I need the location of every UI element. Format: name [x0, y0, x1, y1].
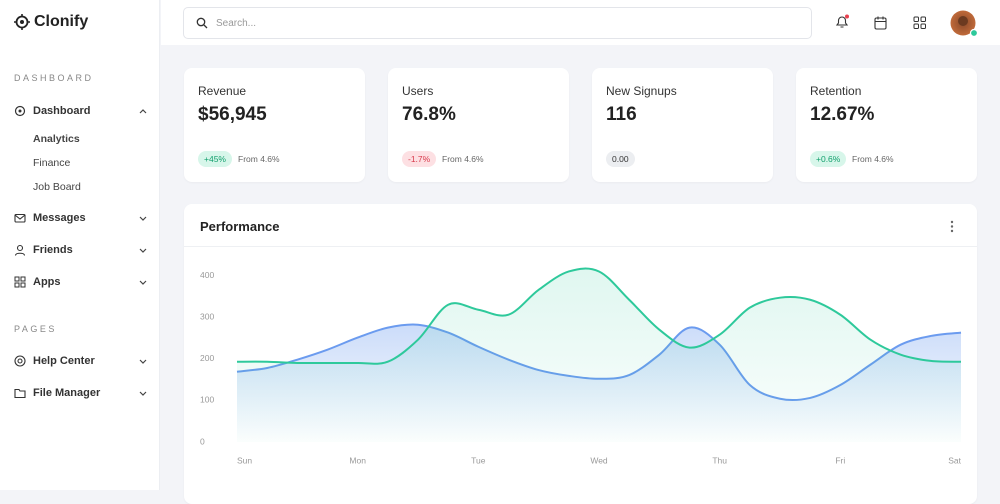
stat-card: Users 76.8% -1.7% From 4.6%: [388, 68, 569, 182]
x-tick-label: Wed: [590, 455, 608, 465]
divider: [184, 246, 977, 247]
nav-label: Dashboard: [33, 105, 91, 117]
stat-value: $56,945: [198, 104, 267, 125]
nav-label: Friends: [33, 244, 73, 256]
nav-item[interactable]: Friends: [14, 244, 148, 256]
nav-label: Apps: [33, 276, 61, 288]
stat-label: Revenue: [198, 84, 247, 98]
nav-label: File Manager: [33, 387, 101, 399]
chevron: [139, 280, 147, 285]
x-tick-label: Thu: [712, 455, 727, 465]
nav-subitem[interactable]: Job Board: [33, 181, 81, 193]
icon: [14, 388, 26, 399]
y-tick-label: 200: [200, 353, 214, 363]
chart-title: Performance: [200, 219, 280, 234]
sidebar: Clonify DASHBOARD Dashboard Analytics Fi…: [0, 0, 160, 490]
x-tick-label: Sun: [237, 455, 252, 465]
series-area: [237, 268, 961, 442]
chevron: [139, 248, 147, 253]
nav-item[interactable]: Help Center: [14, 355, 148, 367]
nav-label: Help Center: [33, 355, 95, 367]
notification-button[interactable]: [834, 14, 850, 30]
chevron: [139, 216, 147, 221]
chevron: [139, 391, 147, 396]
stat-note: From 4.6%: [238, 154, 280, 164]
stat-value: 76.8%: [402, 104, 456, 125]
search-placeholder: Search...: [216, 17, 257, 29]
stat-badge: -1.7%: [402, 151, 437, 167]
icon: [14, 276, 26, 288]
nav-subitem[interactable]: Analytics: [33, 133, 80, 145]
y-tick-label: 300: [200, 311, 214, 321]
nav-subitem[interactable]: Finance: [33, 157, 71, 169]
calendar-button[interactable]: [873, 15, 889, 31]
section-title: DASHBOARD: [14, 73, 94, 83]
series-line: [236, 267, 962, 365]
nav-item[interactable]: File Manager: [14, 387, 148, 399]
x-tick-label: Mon: [349, 455, 366, 465]
brand[interactable]: Clonify: [14, 13, 88, 31]
stat-badge: +45%: [198, 151, 232, 167]
search-icon: [196, 17, 208, 29]
stat-card: Retention 12.67% +0.6% From 4.6%: [796, 68, 977, 182]
avatar[interactable]: [950, 10, 980, 40]
stat-value: 12.67%: [810, 104, 875, 125]
chevron: [139, 359, 147, 364]
x-tick-label: Fri: [835, 455, 845, 465]
y-tick-label: 100: [200, 395, 214, 405]
nav-item[interactable]: Messages: [14, 212, 148, 224]
stat-card: New Signups 116 0.00: [592, 68, 773, 182]
nav-item[interactable]: Apps: [14, 276, 148, 288]
icon: [14, 244, 26, 256]
search-box[interactable]: Search...: [183, 7, 812, 39]
x-tick-label: Tue: [471, 455, 486, 465]
stat-label: New Signups: [606, 84, 677, 98]
x-tick-label: Sat: [948, 455, 961, 465]
stat-label: Users: [402, 84, 434, 98]
apps-button[interactable]: [912, 15, 928, 31]
nav-item[interactable]: Dashboard: [14, 105, 148, 117]
y-tick-label: 0: [200, 436, 205, 446]
icon: [14, 105, 26, 117]
stat-card: Revenue $56,945 +45% From 4.6%: [184, 68, 365, 182]
brand-name: Clonify: [34, 13, 89, 30]
stat-note: From 4.6%: [852, 154, 894, 164]
performance-card: Performance 0 100 200 300 400 Sun Mon Tue Wed Thu…: [184, 204, 977, 504]
stat-note: From 4.6%: [442, 154, 484, 164]
stat-badge: +0.6%: [810, 151, 847, 167]
chevron: [139, 109, 147, 114]
stat-value: 116: [606, 104, 637, 125]
logo-icon: [14, 14, 30, 30]
y-tick-label: 400: [200, 270, 214, 280]
section-title: PAGES: [14, 324, 57, 334]
stat-label: Retention: [810, 84, 862, 98]
icon: [14, 213, 26, 223]
chart: 0 100 200 300 400 Sun Mon Tue Wed Thu Fri Sat: [200, 267, 962, 465]
nav-label: Messages: [33, 212, 86, 224]
icon: [14, 355, 26, 367]
stat-badge: 0.00: [606, 151, 635, 167]
more-button[interactable]: [948, 220, 956, 234]
